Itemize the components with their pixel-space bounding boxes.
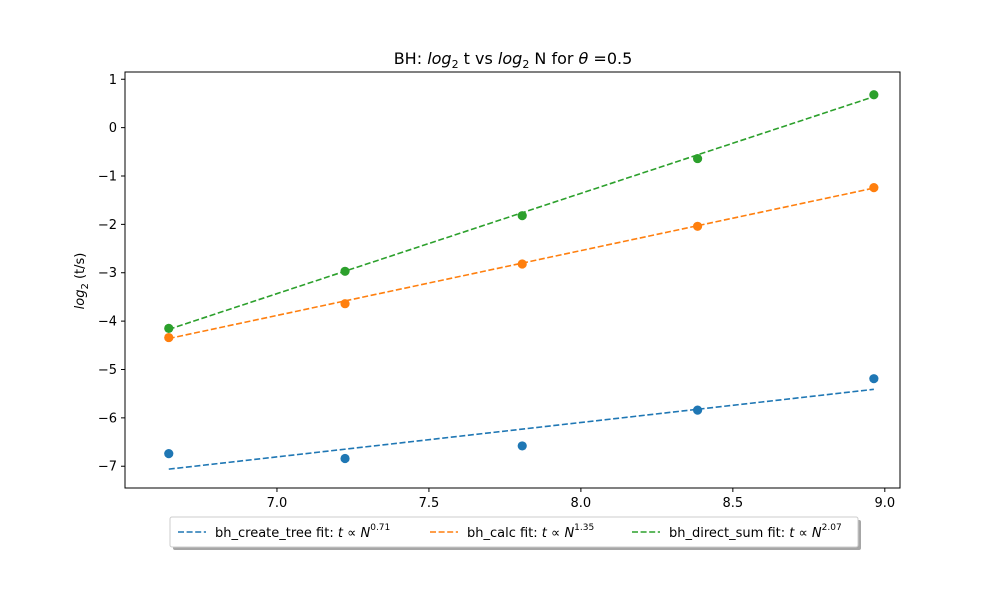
plot-frame: [124, 71, 901, 489]
bh_direct_sum-point: [869, 90, 879, 100]
bh_create_tree-point: [692, 405, 703, 415]
y-tick-label: −7: [98, 460, 117, 475]
chart-title: BH: log2 t vs log2 N for θ =0.5: [394, 49, 633, 71]
x-tick-label: 8.0: [571, 496, 592, 511]
x-axis: 7.0 7.5 8.0 8.5 9.0: [267, 488, 895, 511]
bh_calc-legend-label: bh_calc fit: t ∝ N1.35: [467, 523, 594, 541]
bh_calc-point: [869, 183, 879, 193]
bh_calc-point: [340, 299, 350, 309]
bh_direct_sum-point: [692, 153, 703, 164]
bh_calc-point: [517, 259, 527, 269]
bh_direct_sum-point: [517, 211, 527, 221]
legend: bh_create_tree fit: t ∝ N0.71 bh_calc fit…: [169, 516, 861, 550]
y-axis-label: log2 (t/s): [73, 253, 91, 310]
x-tick-label: 7.5: [419, 496, 440, 511]
x-tick-label: 8.5: [722, 496, 743, 511]
x-tick-label: 9.0: [874, 496, 895, 511]
data-points: [164, 90, 879, 464]
bh_create_tree-legend-label: bh_create_tree fit: t ∝ N0.71: [215, 523, 390, 541]
y-tick-label: −2: [98, 218, 117, 233]
y-tick-label: −4: [98, 315, 117, 330]
y-axis: 1 0 −1 −2 −3 −4 −5 −6 −7: [98, 73, 125, 475]
bh_direct_sum-legend-label: bh_direct_sum fit: t ∝ N2.07: [669, 523, 842, 541]
y-tick-label: 1: [109, 73, 117, 88]
bh_direct_sum-point: [164, 323, 174, 333]
bh_create_tree-point: [517, 441, 527, 451]
fit-lines: [168, 95, 875, 470]
bh_create_tree-point: [164, 449, 174, 459]
y-tick-label: −5: [98, 363, 117, 378]
bh_direct_sum-point: [340, 266, 350, 276]
y-tick-label: 0: [109, 121, 117, 136]
y-tick-label: −1: [98, 170, 117, 185]
x-tick-label: 7.0: [267, 496, 288, 511]
bh_calc-point: [164, 332, 174, 343]
legend-box: [169, 516, 859, 548]
bh_create_tree-fit-line: [168, 388, 874, 470]
y-tick-label: −3: [98, 266, 117, 281]
bh_create_tree-point: [869, 374, 879, 384]
bh_create_tree-point: [340, 453, 350, 464]
y-tick-label: −6: [98, 411, 117, 426]
bh_calc-point: [692, 221, 703, 231]
